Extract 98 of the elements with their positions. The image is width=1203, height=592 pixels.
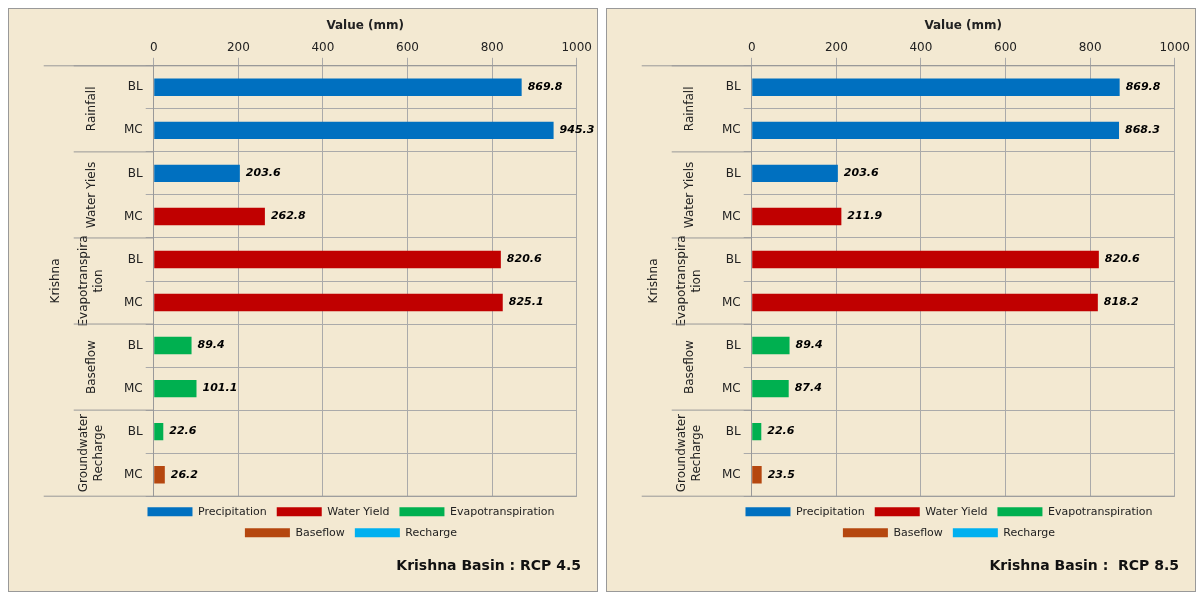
data-label: 869.8 (1125, 80, 1161, 94)
bar (752, 207, 842, 226)
x-tick-label: 800 (1078, 39, 1102, 54)
y-tick-label: BL (725, 337, 742, 352)
text: Krishna (645, 258, 660, 304)
text: Baseflow (681, 339, 696, 395)
y-tick-label: BL (725, 423, 742, 438)
x-tick-label: 800 (480, 39, 504, 54)
text: Rainfall (83, 86, 98, 132)
bar (154, 336, 192, 355)
x-tick-label: 400 (311, 39, 335, 54)
legend-label: Evapotranspiration (449, 504, 555, 518)
bar (752, 379, 789, 398)
data-label: 87.4 (794, 381, 822, 395)
data-label: 203.6 (245, 166, 281, 180)
data-label: 825.1 (508, 295, 544, 309)
y-tick-label: MC (124, 208, 143, 223)
y-tick-label: MC (722, 208, 741, 223)
text: Krishna (47, 258, 62, 304)
x-axis-title: Value (mm) (326, 18, 405, 33)
legend-label: Recharge (405, 525, 458, 539)
x-tick-label: 1000 (1159, 39, 1190, 54)
y-tick-label: MC (124, 122, 143, 137)
text: Rainfall (681, 86, 696, 132)
data-label: 820.6 (506, 252, 542, 266)
data-label: 869.8 (527, 80, 563, 94)
data-label: 89.4 (197, 338, 225, 352)
text: Water Yiels (83, 161, 98, 229)
bar (154, 121, 554, 140)
data-label: 89.4 (795, 338, 823, 352)
y-tick-label: BL (725, 251, 742, 266)
y-tick-label: MC (124, 380, 143, 395)
bar (752, 250, 1099, 269)
y-tick-label: BL (725, 165, 742, 180)
text: Evapotranspira tion (76, 235, 106, 327)
bar (154, 293, 503, 312)
y-tick-label: MC (124, 294, 143, 309)
legend-label: Baseflow (893, 525, 943, 539)
data-label: 203.6 (843, 166, 879, 180)
text: Krishna Basin : RCP 4.5 (396, 557, 581, 574)
x-tick-label: 200 (226, 39, 250, 54)
y-tick-label: BL (127, 337, 144, 352)
bar (154, 164, 240, 183)
bar (752, 422, 762, 441)
data-label: 262.8 (270, 209, 307, 223)
y-tick-label: MC (124, 466, 143, 481)
y-tick-label: BL (127, 423, 144, 438)
data-label: 820.6 (1104, 252, 1140, 266)
text: Evapotranspira tion (674, 235, 704, 327)
x-tick-label: 0 (747, 39, 756, 54)
data-label: 22.6 (169, 424, 197, 438)
data-label: 26.2 (170, 467, 199, 481)
bar (752, 164, 838, 183)
data-label: 22.6 (767, 424, 795, 438)
bar (154, 250, 501, 269)
text: Water Yiels (681, 161, 696, 229)
y-tick-label: BL (127, 165, 144, 180)
text: Baseflow (83, 339, 98, 395)
text: Groundwater Recharge (674, 413, 704, 493)
data-label: 23.5 (767, 467, 796, 481)
x-tick-label: 200 (824, 39, 848, 54)
x-tick-label: 1000 (561, 39, 592, 54)
text: Groundwater Recharge (76, 413, 106, 493)
y-tick-label: BL (127, 79, 144, 94)
legend-label: Water Yield (327, 504, 390, 518)
data-label: 211.9 (847, 209, 883, 223)
bar (752, 293, 1098, 312)
x-axis-title: Value (mm) (924, 18, 1003, 33)
text: Krishna Basin : RCP 8.5 (989, 557, 1179, 574)
x-tick-label: 0 (149, 39, 158, 54)
y-tick-label: MC (722, 122, 741, 137)
data-label: 101.1 (202, 381, 238, 395)
data-label: 818.2 (1103, 295, 1139, 309)
data-label: 868.3 (1125, 123, 1161, 137)
bar (752, 78, 1120, 97)
data-label: 945.3 (559, 123, 595, 137)
x-tick-label: 600 (396, 39, 419, 54)
y-tick-label: MC (722, 466, 741, 481)
x-tick-label: 600 (994, 39, 1017, 54)
bar (154, 78, 522, 97)
bar (154, 207, 265, 226)
bar (154, 379, 197, 398)
legend-label: Evapotranspiration (1047, 504, 1153, 518)
bar (752, 465, 762, 484)
bar (752, 121, 1120, 140)
legend-label: Water Yield (925, 504, 988, 518)
y-tick-label: MC (722, 294, 741, 309)
y-tick-label: MC (722, 380, 741, 395)
legend-label: Precipitation (795, 504, 865, 518)
bar (154, 465, 165, 484)
legend-label: Recharge (1003, 525, 1056, 539)
legend-label: Baseflow (295, 525, 345, 539)
y-tick-label: BL (127, 251, 144, 266)
legend-label: Precipitation (197, 504, 267, 518)
bar (154, 422, 164, 441)
bar (752, 336, 790, 355)
y-tick-label: BL (725, 79, 742, 94)
x-tick-label: 400 (909, 39, 933, 54)
